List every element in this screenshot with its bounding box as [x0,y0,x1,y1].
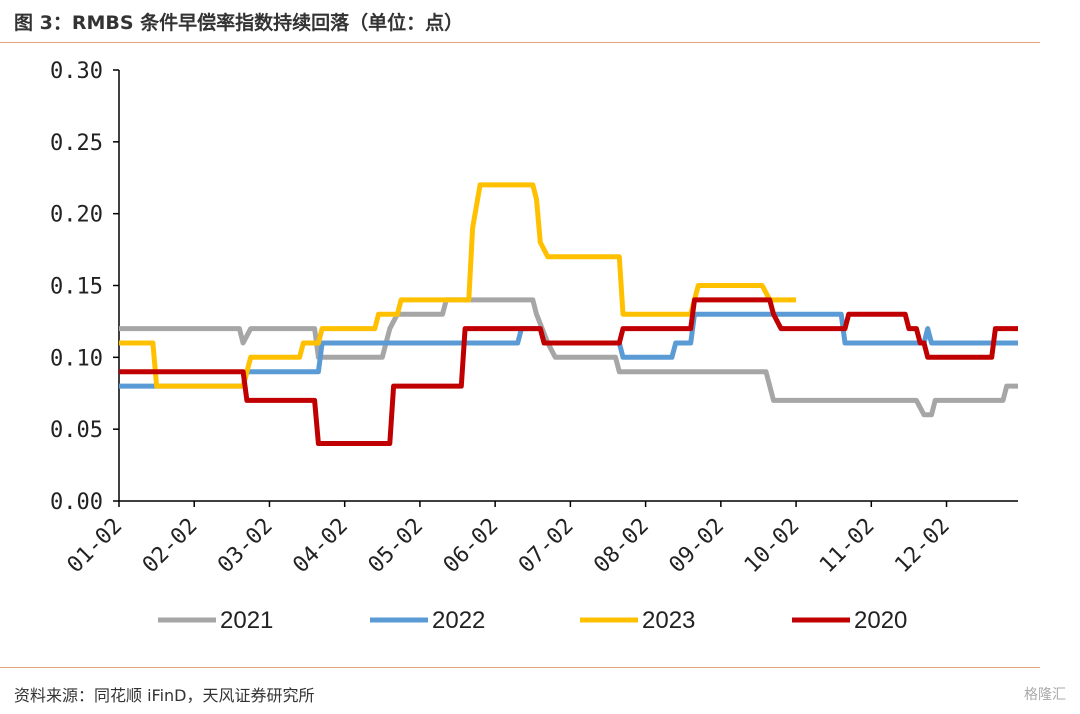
legend-label-2022: 2022 [432,607,485,634]
chart-title: 图 3：RMBS 条件早偿率指数持续回落（单位：点） [14,12,464,34]
y-tick-label: 0.25 [50,131,103,156]
chart-series-lines [119,182,1018,446]
legend-label-2021: 2021 [220,607,273,634]
x-tick-label: 09-02 [665,514,730,579]
x-tick-label: 04-02 [288,514,353,579]
x-axis-ticks: 01-02 02-02 03-02 04-02 05-02 06-02 07-02 08-02… [63,501,955,578]
footer-divider [0,667,1040,668]
x-tick-label: 10-02 [740,514,805,579]
x-tick-label: 12-02 [890,514,955,579]
y-tick-label: 0.15 [50,275,103,300]
series-line-2020 [119,297,1018,446]
legend-label-2020: 2020 [854,607,907,634]
x-tick-label: 01-02 [63,514,128,579]
legend-label-2023: 2023 [642,607,695,634]
x-tick-label: 07-02 [514,514,579,579]
x-tick-label: 06-02 [439,514,504,579]
y-tick-label: 0.20 [50,203,103,228]
y-tick-label: 0.05 [50,418,103,443]
source-note: 资料来源：同花顺 iFinD，天风证券研究所 [14,686,315,705]
chart-legend: 2021 2022 2023 2020 [158,607,907,634]
header-divider [0,42,1040,43]
x-tick-label: 11-02 [815,514,880,579]
series-line-2022 [119,311,1018,389]
x-tick-label: 03-02 [213,514,278,579]
x-tick-label: 05-02 [364,514,429,579]
line-chart: 0.000.050.100.150.200.250.30 01-02 02-02 0… [50,59,1018,634]
chart-axes [118,70,1018,502]
x-tick-label: 02-02 [138,514,203,579]
series-line-2023 [119,182,797,389]
x-tick-label: 08-02 [589,514,654,579]
watermark-logo: 格隆汇 [1024,687,1066,703]
y-tick-label: 0.10 [50,346,103,371]
y-axis-ticks: 0.00 0.05 0.10 0.15 0.20 0.25 0.30 [50,59,119,515]
y-tick-label: 0.00 [50,490,103,515]
y-tick-label: 0.30 [50,59,103,84]
